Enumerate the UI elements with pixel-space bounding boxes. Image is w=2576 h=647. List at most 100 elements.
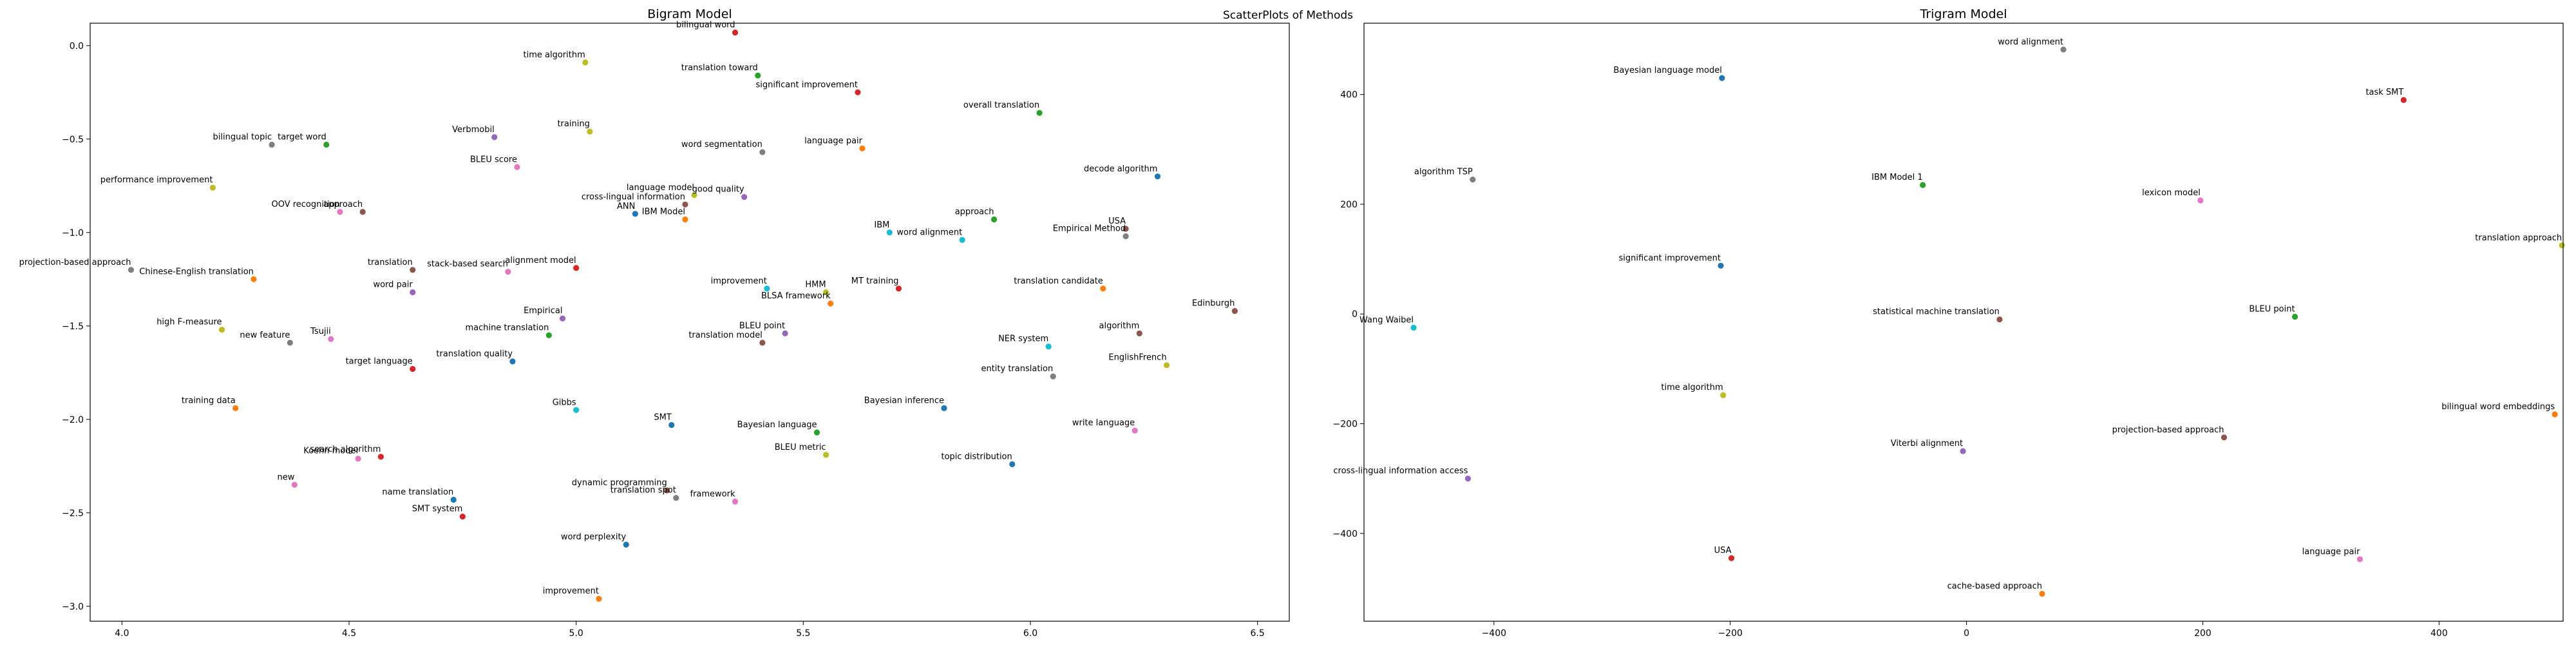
data-point bbox=[328, 336, 334, 342]
data-point-label: algorithm TSP bbox=[1414, 168, 1473, 177]
data-point bbox=[668, 421, 675, 429]
data-point bbox=[691, 192, 697, 198]
data-point bbox=[682, 216, 688, 223]
data-point-label: IBM bbox=[874, 220, 889, 230]
data-point-label: language model bbox=[627, 183, 694, 193]
data-point-label: performance improvement bbox=[100, 175, 213, 185]
data-point bbox=[673, 495, 679, 501]
data-point bbox=[682, 201, 688, 208]
data-point bbox=[1132, 427, 1138, 434]
data-point-label: translation model bbox=[688, 331, 762, 340]
data-point-label: high F-measure bbox=[156, 318, 222, 327]
data-point bbox=[514, 164, 520, 170]
data-point bbox=[732, 29, 739, 36]
data-point-label: target word bbox=[278, 133, 327, 142]
data-point-label: USA bbox=[1108, 217, 1126, 226]
x-tick-label: 4.5 bbox=[342, 628, 356, 639]
data-point bbox=[2221, 434, 2228, 441]
y-tick-label: −2.5 bbox=[62, 508, 84, 519]
data-point-label: overall translation bbox=[963, 101, 1039, 110]
data-point bbox=[2356, 556, 2363, 563]
data-point bbox=[232, 405, 239, 412]
y-tick-label: −200 bbox=[1333, 420, 1358, 430]
data-point-label: OOV recognition bbox=[271, 200, 339, 209]
y-tick-label: −1.5 bbox=[62, 322, 84, 332]
data-point bbox=[287, 340, 293, 346]
data-point bbox=[582, 59, 589, 66]
data-point-label: training bbox=[557, 119, 589, 129]
data-point bbox=[859, 145, 866, 151]
data-point-label: framework bbox=[690, 489, 735, 499]
data-point-label: IBM Model bbox=[642, 208, 685, 217]
data-point bbox=[573, 407, 580, 413]
data-point-label: stack-based search bbox=[427, 260, 508, 269]
data-point bbox=[509, 358, 516, 365]
data-point-label: cross-lingual information bbox=[582, 192, 685, 202]
data-point bbox=[782, 330, 788, 337]
data-point-label: machine translation bbox=[465, 323, 549, 333]
x-tick-label: −200 bbox=[1718, 628, 1742, 639]
data-point-label: language pair bbox=[2302, 547, 2360, 557]
data-point bbox=[545, 332, 552, 338]
data-point-label: Chinese-English translation bbox=[139, 267, 254, 276]
data-point bbox=[2197, 197, 2204, 204]
data-point-label: alignment model bbox=[505, 256, 576, 266]
data-point bbox=[2060, 46, 2067, 53]
data-point bbox=[505, 269, 511, 275]
data-point bbox=[813, 429, 820, 436]
data-point bbox=[941, 405, 947, 412]
data-point bbox=[573, 265, 580, 271]
data-point bbox=[1036, 110, 1043, 116]
data-point-label: new feature bbox=[240, 331, 290, 340]
data-point bbox=[1009, 461, 1016, 468]
data-point bbox=[377, 454, 384, 460]
x-tick-label: 5.0 bbox=[569, 628, 583, 639]
data-point bbox=[491, 134, 498, 140]
data-point-label: EnglishFrench bbox=[1108, 353, 1166, 363]
data-point-label: bilingual topic bbox=[213, 133, 272, 142]
data-point-label: Verbmobil bbox=[452, 125, 495, 135]
data-point bbox=[410, 289, 416, 296]
data-point bbox=[1719, 75, 1725, 81]
x-tick-label: −400 bbox=[1482, 628, 1506, 639]
data-point bbox=[587, 128, 593, 135]
data-point-label: MT training bbox=[851, 276, 899, 286]
data-point bbox=[218, 327, 225, 333]
data-point bbox=[959, 237, 965, 243]
data-point-label: translation approach bbox=[2475, 233, 2562, 243]
data-point bbox=[1045, 343, 1052, 350]
data-point-label: SMT system bbox=[412, 505, 463, 514]
chart-panel-1: Trigram Model word alignment Bayesian lang… bbox=[1333, 7, 2565, 639]
data-point-label: NER system bbox=[998, 334, 1048, 344]
data-point bbox=[1960, 448, 1966, 454]
data-point-label: cache-based approach bbox=[1947, 581, 2042, 591]
data-point-label: Bayesian language model bbox=[1613, 66, 1721, 75]
data-point-label: projection-based approach bbox=[19, 258, 131, 267]
data-point-label: IBM Model 1 bbox=[1871, 173, 1923, 182]
data-point bbox=[1231, 308, 1238, 314]
data-point bbox=[1122, 233, 1129, 240]
data-point-label: translation quality bbox=[436, 349, 513, 359]
data-point-label: improvement bbox=[543, 586, 599, 596]
data-point-label: word segmentation bbox=[681, 140, 762, 150]
chart-title: Bigram Model bbox=[647, 7, 732, 21]
data-point bbox=[291, 481, 298, 488]
data-point-label: improvement bbox=[711, 276, 767, 286]
data-point bbox=[1920, 182, 1926, 188]
data-point-label: search algorithm bbox=[310, 445, 381, 454]
data-point bbox=[623, 541, 629, 548]
data-point-label: approach bbox=[323, 200, 363, 209]
data-point bbox=[764, 285, 770, 292]
data-point bbox=[251, 276, 257, 282]
data-point-label: translation candidate bbox=[1014, 276, 1103, 286]
y-tick-label: 400 bbox=[1340, 90, 1358, 101]
data-point bbox=[664, 487, 670, 494]
data-point bbox=[323, 141, 330, 148]
data-point bbox=[459, 514, 466, 520]
data-point-label: SMT bbox=[654, 413, 671, 423]
data-point bbox=[410, 365, 416, 372]
data-point bbox=[337, 209, 343, 215]
data-point bbox=[632, 211, 638, 217]
